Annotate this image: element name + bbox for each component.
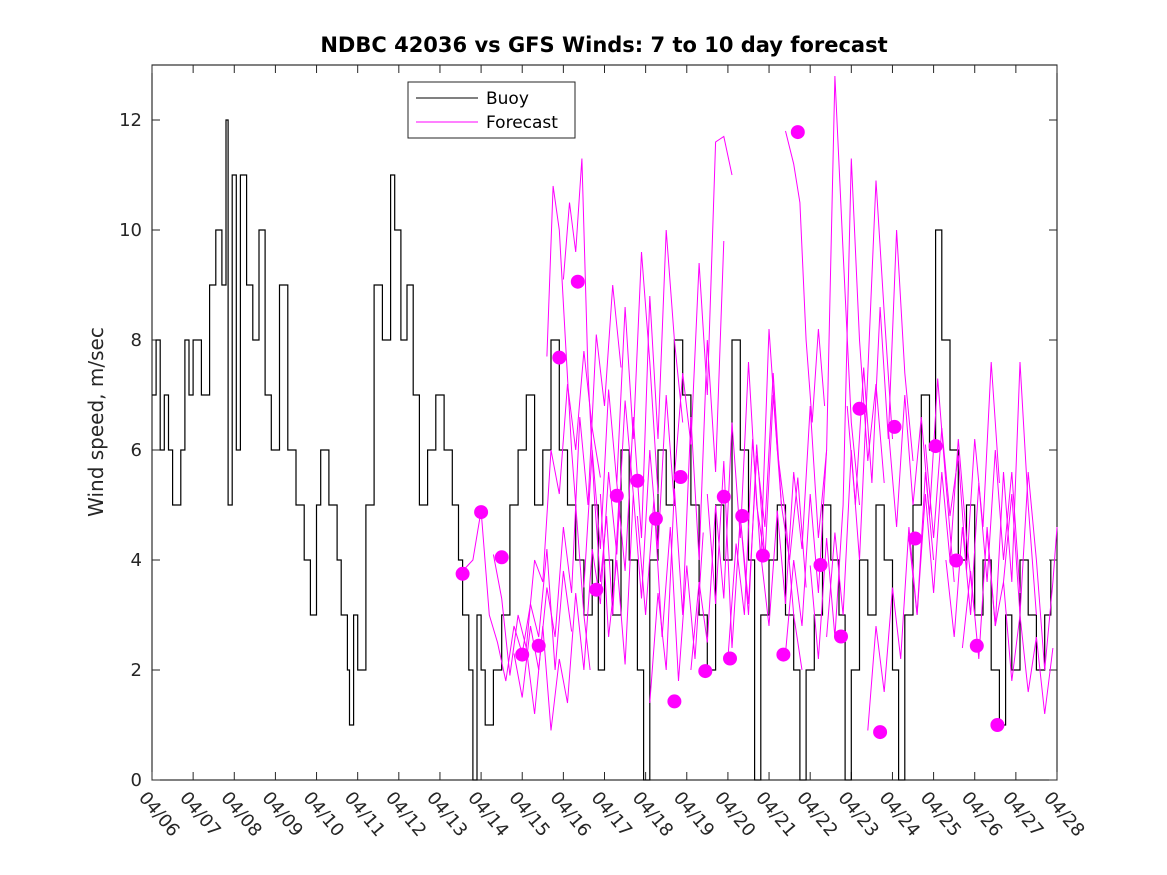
forecast-line xyxy=(546,185,591,671)
forecast-line xyxy=(826,180,893,638)
forecast-marker xyxy=(928,439,943,454)
y-tick-label: 10 xyxy=(119,220,142,241)
y-tick-label: 12 xyxy=(119,110,142,131)
y-tick-label: 4 xyxy=(131,550,142,571)
forecast-marker xyxy=(667,694,682,709)
forecast-marker xyxy=(735,509,750,523)
forecast-marker xyxy=(698,664,713,679)
forecast-marker xyxy=(673,470,688,484)
forecast-marker xyxy=(716,489,731,504)
forecast-line xyxy=(492,350,601,676)
forecast-marker xyxy=(969,638,984,653)
forecast-line xyxy=(649,240,725,704)
forecast-marker xyxy=(552,350,567,365)
forecast-line xyxy=(785,130,826,423)
forecast-line xyxy=(690,361,766,671)
forecast-line xyxy=(616,229,684,572)
forecast-marker xyxy=(813,558,828,572)
forecast-line xyxy=(727,328,803,671)
forecast-marker xyxy=(589,582,604,597)
forecast-line xyxy=(908,438,976,616)
forecast-marker xyxy=(455,566,470,581)
forecast-marker xyxy=(834,629,848,644)
forecast-markers xyxy=(455,125,1005,740)
forecast-marker xyxy=(531,638,546,653)
forecast-marker xyxy=(648,511,663,526)
forecast-marker xyxy=(494,550,509,565)
y-tick-label: 6 xyxy=(131,440,142,461)
forecast-line xyxy=(706,394,782,649)
forecast-line xyxy=(462,510,573,682)
forecast-line xyxy=(1003,471,1058,671)
forecast-line xyxy=(673,135,733,478)
forecast-line xyxy=(636,499,704,682)
buoy-series xyxy=(152,119,1052,781)
forecast-marker xyxy=(949,553,964,568)
forecast-line xyxy=(739,372,807,605)
forecast-marker xyxy=(515,647,530,662)
forecast-marker xyxy=(790,125,805,140)
y-axis: 0 2 4 6 8 10 12 xyxy=(119,110,1057,791)
chart-title: NDBC 42036 vs GFS Winds: 7 to 10 day for… xyxy=(320,33,887,57)
forecast-line xyxy=(562,158,620,616)
forecast-line xyxy=(583,251,659,588)
y-tick-label: 2 xyxy=(131,660,142,681)
legend-forecast-label: Forecast xyxy=(486,113,558,133)
forecast-marker xyxy=(723,651,737,666)
forecast-line xyxy=(945,449,1021,638)
forecast-line xyxy=(867,471,935,731)
forecast-line xyxy=(924,361,1000,572)
forecast-line xyxy=(846,229,914,506)
forecast-marker xyxy=(474,505,489,520)
forecast-line xyxy=(599,394,675,665)
y-axis-label: Wind speed, m/sec xyxy=(84,327,108,517)
y-tick-label: 8 xyxy=(131,330,142,351)
y-tick-label: 0 xyxy=(131,770,142,791)
forecast-line xyxy=(809,158,885,660)
forecast-line xyxy=(760,405,828,627)
forecast-marker xyxy=(630,473,645,488)
forecast-marker xyxy=(776,647,791,662)
forecast-marker xyxy=(852,401,867,416)
legend-box xyxy=(407,81,576,139)
forecast-marker xyxy=(609,488,624,503)
legend-buoy-label: Buoy xyxy=(486,89,529,109)
buoy-line xyxy=(152,119,1052,781)
forecast-marker xyxy=(908,531,923,546)
forecast-series xyxy=(462,75,1058,731)
forecast-marker xyxy=(990,718,1005,732)
forecast-line xyxy=(513,284,622,698)
forecast-marker xyxy=(755,548,770,563)
forecast-line xyxy=(887,378,955,583)
forecast-line xyxy=(961,361,1037,660)
forecast-marker xyxy=(873,725,888,740)
forecast-marker xyxy=(887,419,902,434)
legend: Buoy Forecast xyxy=(407,81,576,139)
forecast-marker xyxy=(570,274,585,289)
